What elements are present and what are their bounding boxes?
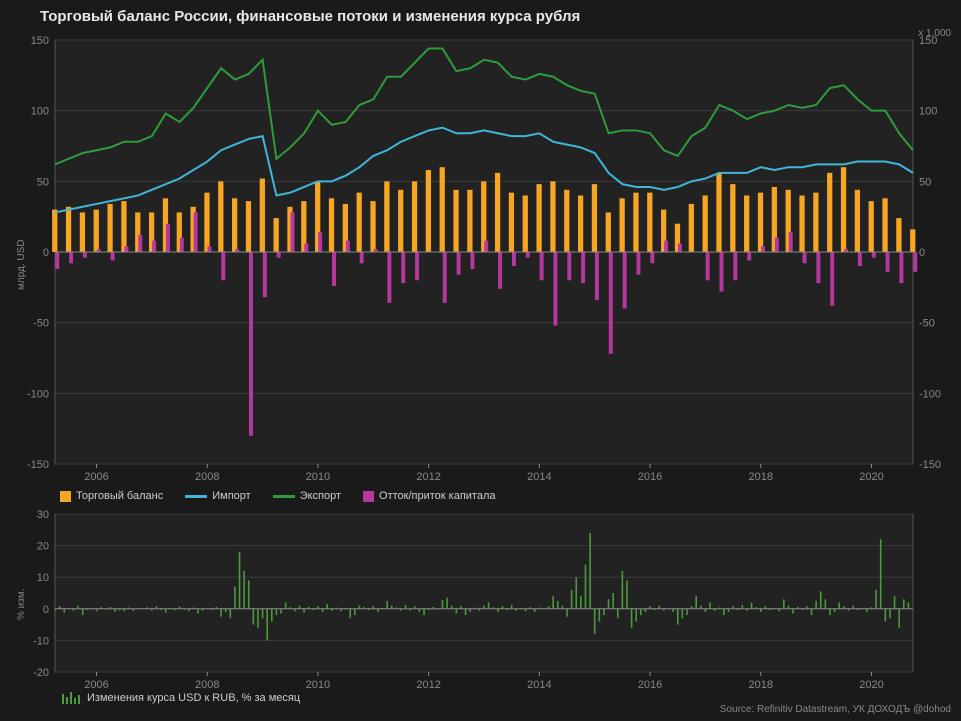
svg-text:-50: -50 [919, 318, 935, 330]
main-chart: -150 -150 -100 -100 -50 -50 0 0 50 50 100 100 150 150… [0, 0, 961, 500]
legend-item-capital: Отток/приток капитала [363, 490, 495, 502]
legend-item-export: Экспорт [273, 490, 341, 502]
svg-text:150: 150 [31, 35, 49, 47]
legend-label: Экспорт [300, 490, 341, 502]
svg-text:2012: 2012 [416, 679, 440, 691]
svg-text:-50: -50 [33, 318, 49, 330]
legend-swatch [60, 491, 71, 502]
svg-text:2018: 2018 [749, 679, 773, 691]
legend-item-trade_balance: Торговый баланс [60, 490, 163, 502]
svg-text:0: 0 [43, 604, 49, 616]
svg-text:150: 150 [919, 35, 937, 47]
svg-text:2012: 2012 [416, 471, 440, 483]
main-legend: Торговый баланс Импорт Экспорт Отток/приток… [60, 490, 496, 502]
svg-text:30: 30 [37, 509, 49, 521]
svg-text:2008: 2008 [195, 679, 219, 691]
legend-label: Импорт [212, 490, 250, 502]
legend-swatch [363, 491, 374, 502]
svg-text:100: 100 [31, 106, 49, 118]
legend-item-import: Импорт [185, 490, 250, 502]
svg-text:2010: 2010 [306, 679, 330, 691]
svg-text:-100: -100 [919, 388, 941, 400]
svg-text:2016: 2016 [638, 679, 662, 691]
sub-legend: Изменения курса USD к RUB, % за месяц [60, 692, 300, 704]
svg-text:2020: 2020 [859, 679, 883, 691]
legend-label-usdrub: Изменения курса USD к RUB, % за месяц [87, 692, 300, 704]
legend-swatch [273, 495, 295, 498]
source-text: Source: Refinitiv Datastream, УК ДОХОДЪ … [720, 704, 951, 715]
svg-text:50: 50 [919, 176, 931, 188]
legend-label: Торговый баланс [76, 490, 163, 502]
legend-label: Отток/приток капитала [379, 490, 495, 502]
svg-text:0: 0 [919, 247, 925, 259]
svg-text:2006: 2006 [84, 679, 108, 691]
svg-text:-10: -10 [33, 635, 49, 647]
svg-text:2014: 2014 [527, 471, 551, 483]
svg-text:2008: 2008 [195, 471, 219, 483]
svg-text:50: 50 [37, 176, 49, 188]
svg-text:-100: -100 [27, 388, 49, 400]
legend-swatch [185, 495, 207, 498]
legend-item-usdrub: Изменения курса USD к RUB, % за месяц [60, 692, 300, 704]
svg-text:2016: 2016 [638, 471, 662, 483]
svg-text:10: 10 [37, 572, 49, 584]
svg-text:-150: -150 [27, 459, 49, 471]
svg-text:100: 100 [919, 106, 937, 118]
sub-chart: -20 -10 0 10 20 30 2006 2008 2010 2012 2014 2016 201… [0, 508, 961, 708]
svg-text:2006: 2006 [84, 471, 108, 483]
svg-text:20: 20 [37, 541, 49, 553]
svg-text:2010: 2010 [306, 471, 330, 483]
svg-text:2018: 2018 [749, 471, 773, 483]
svg-text:-150: -150 [919, 459, 941, 471]
svg-text:2014: 2014 [527, 679, 551, 691]
svg-text:2020: 2020 [859, 471, 883, 483]
svg-text:-20: -20 [33, 667, 49, 679]
svg-text:0: 0 [43, 247, 49, 259]
